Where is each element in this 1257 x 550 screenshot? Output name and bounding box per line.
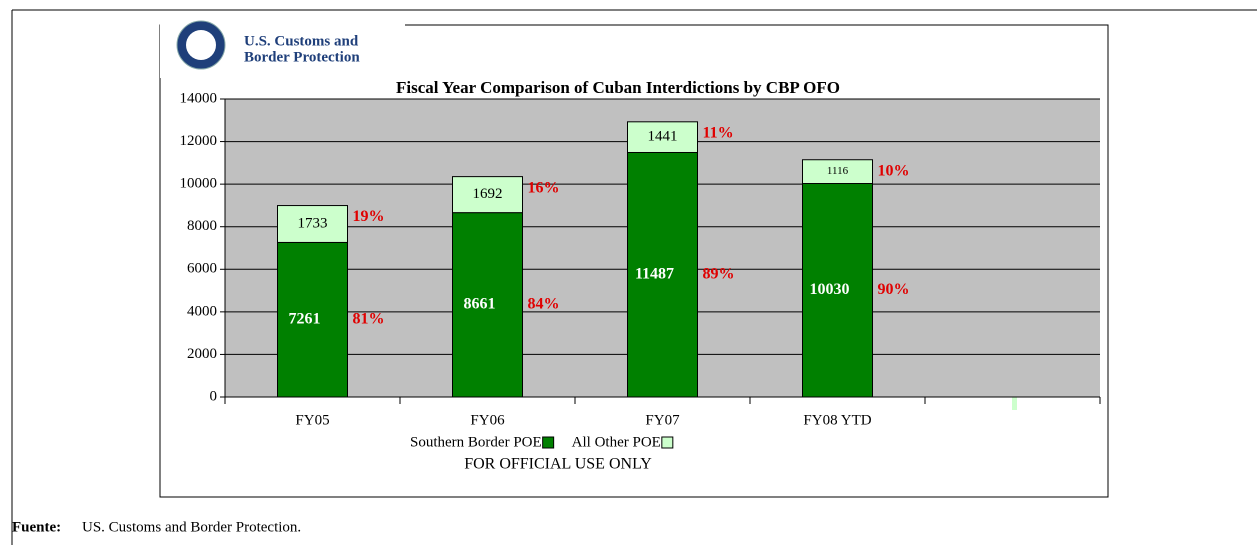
y-tick-label: 12000 — [180, 133, 218, 149]
y-tick-label: 14000 — [180, 90, 218, 106]
y-tick-label: 10000 — [180, 176, 218, 192]
footer: FOR OFFICIAL USE ONLY — [464, 456, 652, 473]
value-label: 1733 — [298, 215, 328, 231]
x-tick-label: FY06 — [470, 412, 505, 428]
y-tick-label: 6000 — [187, 261, 217, 277]
share-label: 10% — [878, 162, 910, 179]
logo-seal-inner — [186, 30, 216, 60]
share-label: 89% — [703, 265, 735, 282]
share-label: 90% — [878, 281, 910, 298]
value-label: 8661 — [464, 295, 496, 312]
y-tick-label: 8000 — [187, 218, 217, 234]
logo-text: U.S. Customs and — [244, 33, 359, 49]
logo-text: Border Protection — [244, 49, 360, 65]
share-label: 81% — [353, 310, 385, 327]
value-label: 1692 — [473, 186, 503, 202]
value-label: 1116 — [827, 165, 849, 177]
chart-title: Fiscal Year Comparison of Cuban Interdic… — [396, 78, 840, 97]
y-tick-label: 0 — [210, 388, 218, 404]
value-label: 7261 — [289, 310, 321, 327]
value-label: 11487 — [635, 265, 674, 282]
bar-segment — [277, 241, 348, 398]
source-text: US. Customs and Border Protection. — [82, 519, 301, 535]
bar-segment — [277, 205, 348, 243]
bar-segment — [452, 212, 523, 398]
bar-segment — [802, 183, 873, 398]
bar-segment — [452, 176, 523, 214]
x-tick-label: FY07 — [645, 412, 680, 428]
x-tick-label: FY05 — [295, 412, 329, 428]
y-tick-label: 4000 — [187, 303, 217, 319]
share-label: 16% — [528, 179, 560, 196]
legend-swatch — [661, 436, 674, 449]
legend-swatch — [542, 436, 555, 449]
share-label: 11% — [703, 124, 734, 141]
bar-segment — [627, 121, 698, 153]
source-label: Fuente: — [12, 519, 61, 535]
value-label: 10030 — [810, 281, 850, 298]
y-tick-label: 2000 — [187, 346, 217, 362]
x-tick-label: FY08 YTD — [803, 412, 871, 428]
share-label: 84% — [528, 295, 560, 312]
value-label: 1441 — [648, 129, 678, 145]
bar-segment — [802, 159, 873, 185]
legend-label: Southern Border POE — [410, 434, 542, 450]
legend-label: All Other POE — [572, 434, 661, 450]
share-label: 19% — [353, 208, 385, 225]
